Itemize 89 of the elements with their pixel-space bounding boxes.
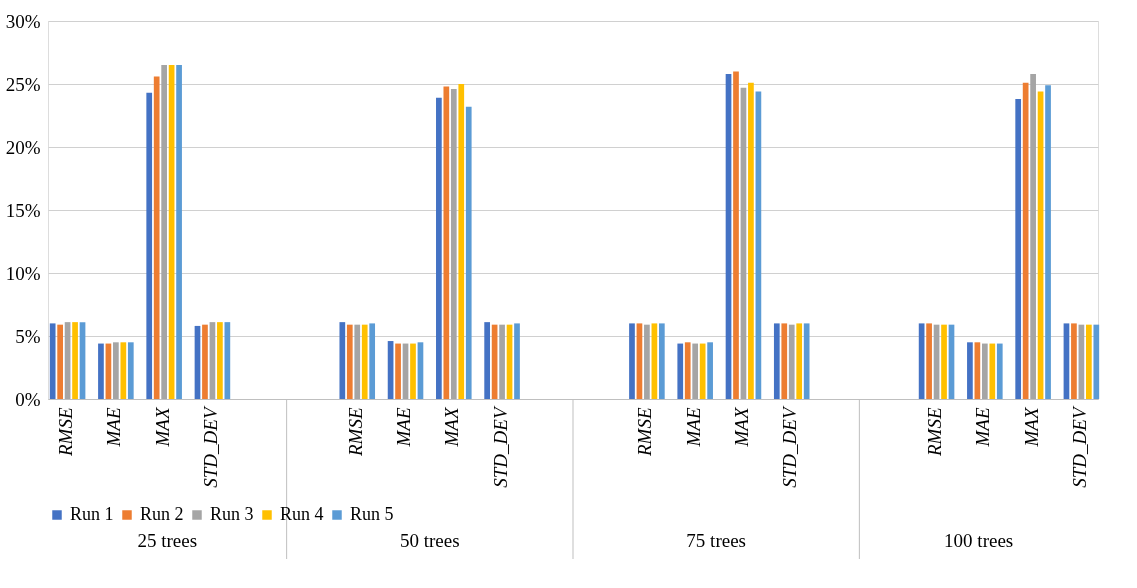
bar [514,323,520,399]
bar [1045,85,1051,399]
x-tick-label: RMSE [344,407,366,458]
x-tick-label: MAE [972,407,994,448]
bar [57,324,63,399]
bar [98,343,104,399]
bar [410,343,416,399]
bar [1071,323,1077,399]
y-tick-label: 5% [15,325,41,347]
legend-label: Run 2 [140,504,184,524]
bar [629,323,635,399]
x-tick-label: MAE [393,407,415,448]
bar [658,323,665,399]
x-tick-label: MAX [151,406,173,448]
bar [127,342,134,399]
bar [146,92,153,399]
bar [339,322,346,399]
x-tick-label: MAX [730,406,752,448]
bar [72,322,78,399]
bar [161,65,167,399]
bar [699,343,706,399]
bar [369,323,376,399]
x-tick-label: RMSE [634,407,656,458]
bar [458,84,465,399]
bar [788,324,795,399]
x-tick-label: MAX [441,406,463,448]
bar [996,343,1003,399]
y-tick-label: 30% [5,10,41,32]
bar [443,86,450,399]
bar [1022,82,1029,399]
bar [1093,324,1100,399]
bar [707,342,713,399]
bar [113,342,119,399]
legend-label: Run 3 [210,504,254,524]
text: 75 trees [686,530,746,551]
x-tick-label: STD_DEV [779,405,801,488]
bar [1086,324,1092,399]
y-tick-label: 10% [5,262,41,284]
bar [450,89,457,399]
bar [773,323,780,399]
x-tick-label: RMSE [924,407,946,458]
y-tick-label: 15% [5,199,41,221]
y-tick-label: 0% [15,388,41,410]
bar [436,97,442,399]
bar [981,343,988,399]
bar [1030,73,1036,399]
x-tick-label: STD_DEV [1068,405,1090,488]
bar [989,343,996,399]
bar [926,323,932,399]
text: 25 trees [137,530,198,551]
x-tick-label: MAX [1020,406,1042,448]
bar [176,65,182,399]
bar [781,323,788,399]
bar [677,343,684,399]
legend-label: Run 1 [70,504,114,524]
bar [733,71,739,399]
y-tick-label: 25% [5,73,41,95]
text: 100 trees [944,530,1014,551]
x-tick-label: MAE [103,407,125,448]
legend-label: Run 5 [350,504,394,524]
bar [49,323,56,399]
bar [692,343,699,399]
bar [120,342,127,399]
bar [395,343,401,399]
bar [967,342,973,399]
bar [224,322,231,399]
bar [153,76,160,399]
legend-label: Run 4 [280,504,324,524]
bar [484,322,490,399]
x-tick-label: MAE [682,407,704,448]
bar [748,82,754,399]
x-tick-label: STD_DEV [199,405,221,488]
bar [217,322,223,399]
bar [803,323,810,399]
bar [941,324,947,399]
bar [202,324,208,399]
x-tick-label: STD_DEV [489,405,511,488]
bar [1015,99,1022,399]
bar [644,324,650,399]
bar [346,324,353,399]
x-tick-label: RMSE [55,407,77,458]
bar [354,324,361,399]
bar [465,106,472,399]
y-tick-label: 20% [5,136,41,158]
bar [499,324,505,399]
bar [361,324,368,399]
text: 50 trees [400,530,460,551]
bar [684,342,691,399]
bar [796,323,803,399]
